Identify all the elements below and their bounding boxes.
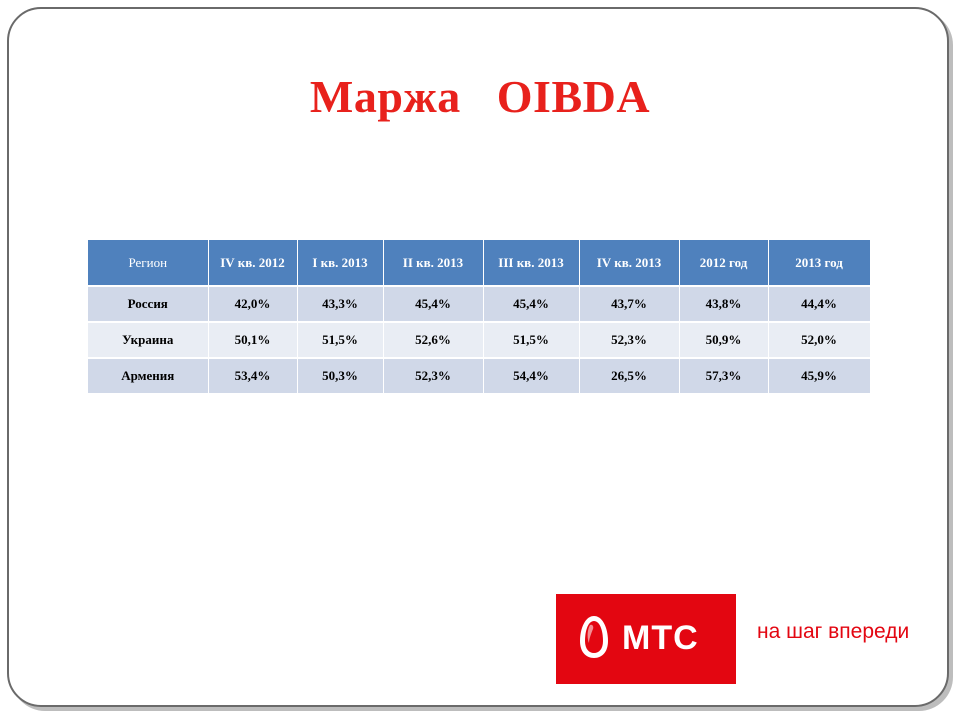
table-header-row: Регион IV кв. 2012 I кв. 2013 II кв. 201… bbox=[88, 240, 871, 286]
column-header: I кв. 2013 bbox=[297, 240, 384, 286]
table-cell: 42,0% bbox=[208, 285, 298, 322]
table-row: Украина 50,1% 51,5% 52,6% 51,5% 52,3% 50… bbox=[88, 321, 871, 358]
table-cell: 52,3% bbox=[383, 357, 484, 393]
table-cell: 53,4% bbox=[208, 357, 298, 393]
table-cell: 50,9% bbox=[679, 321, 769, 358]
column-header: II кв. 2013 bbox=[383, 240, 484, 286]
column-header: Регион bbox=[88, 240, 209, 286]
table-cell: 52,3% bbox=[579, 321, 680, 358]
slide-title: Маржа OIBDA bbox=[309, 71, 651, 122]
table-cell: 51,5% bbox=[297, 321, 384, 358]
column-header: III кв. 2013 bbox=[483, 240, 580, 286]
egg-icon bbox=[580, 616, 608, 658]
column-header: IV кв. 2013 bbox=[579, 240, 680, 286]
slogan: на шаг впереди bbox=[757, 620, 910, 643]
table-row: Россия 42,0% 43,3% 45,4% 45,4% 43,7% 43,… bbox=[88, 285, 871, 322]
oibda-margin-table: Регион IV кв. 2012 I кв. 2013 II кв. 201… bbox=[88, 240, 871, 393]
table-cell: 57,3% bbox=[679, 357, 769, 393]
column-header: IV кв. 2012 bbox=[208, 240, 298, 286]
table-cell: 26,5% bbox=[579, 357, 680, 393]
table-cell: 54,4% bbox=[483, 357, 580, 393]
table-cell: 44,4% bbox=[768, 285, 871, 322]
table-cell: 43,7% bbox=[579, 285, 680, 322]
table-cell: 52,0% bbox=[768, 321, 871, 358]
mts-logo: МТС bbox=[556, 594, 736, 684]
table-cell: 52,6% bbox=[383, 321, 484, 358]
region-cell: Россия bbox=[88, 285, 209, 322]
table-cell: 43,3% bbox=[297, 285, 384, 322]
region-cell: Украина bbox=[88, 321, 209, 358]
table-cell: 45,4% bbox=[383, 285, 484, 322]
brand-name: МТС bbox=[622, 619, 699, 657]
table-row: Армения 53,4% 50,3% 52,3% 54,4% 26,5% 57… bbox=[88, 357, 871, 393]
table-cell: 43,8% bbox=[679, 285, 769, 322]
table-cell: 51,5% bbox=[483, 321, 580, 358]
column-header: 2012 год bbox=[679, 240, 769, 286]
table-cell: 45,9% bbox=[768, 357, 871, 393]
column-header: 2013 год bbox=[768, 240, 871, 286]
table-cell: 45,4% bbox=[483, 285, 580, 322]
region-cell: Армения bbox=[88, 357, 209, 393]
table-cell: 50,3% bbox=[297, 357, 384, 393]
table-cell: 50,1% bbox=[208, 321, 298, 358]
